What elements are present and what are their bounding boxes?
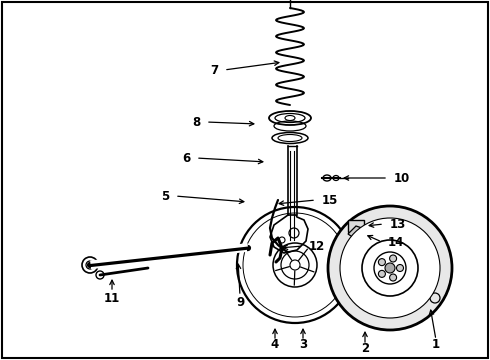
Text: 7: 7 <box>210 63 218 77</box>
Text: 13: 13 <box>390 217 406 230</box>
Circle shape <box>396 265 403 271</box>
Text: 3: 3 <box>299 338 307 351</box>
Text: 9: 9 <box>236 296 244 309</box>
Circle shape <box>390 255 396 262</box>
Circle shape <box>385 263 395 273</box>
Text: 10: 10 <box>394 171 410 185</box>
Polygon shape <box>348 226 364 238</box>
Text: 5: 5 <box>161 189 169 202</box>
Circle shape <box>82 257 98 273</box>
Circle shape <box>340 218 440 318</box>
Circle shape <box>328 206 452 330</box>
Circle shape <box>378 270 386 277</box>
Bar <box>348 220 364 232</box>
Text: 11: 11 <box>104 292 120 305</box>
Text: 2: 2 <box>361 342 369 356</box>
Circle shape <box>390 274 396 281</box>
Text: 1: 1 <box>432 338 440 351</box>
Text: 8: 8 <box>192 116 200 129</box>
Text: 4: 4 <box>271 338 279 351</box>
Circle shape <box>96 271 104 279</box>
Circle shape <box>378 258 386 266</box>
Text: 12: 12 <box>309 239 325 252</box>
Text: 6: 6 <box>182 152 190 165</box>
Text: 14: 14 <box>388 235 404 248</box>
Text: 15: 15 <box>322 194 339 207</box>
